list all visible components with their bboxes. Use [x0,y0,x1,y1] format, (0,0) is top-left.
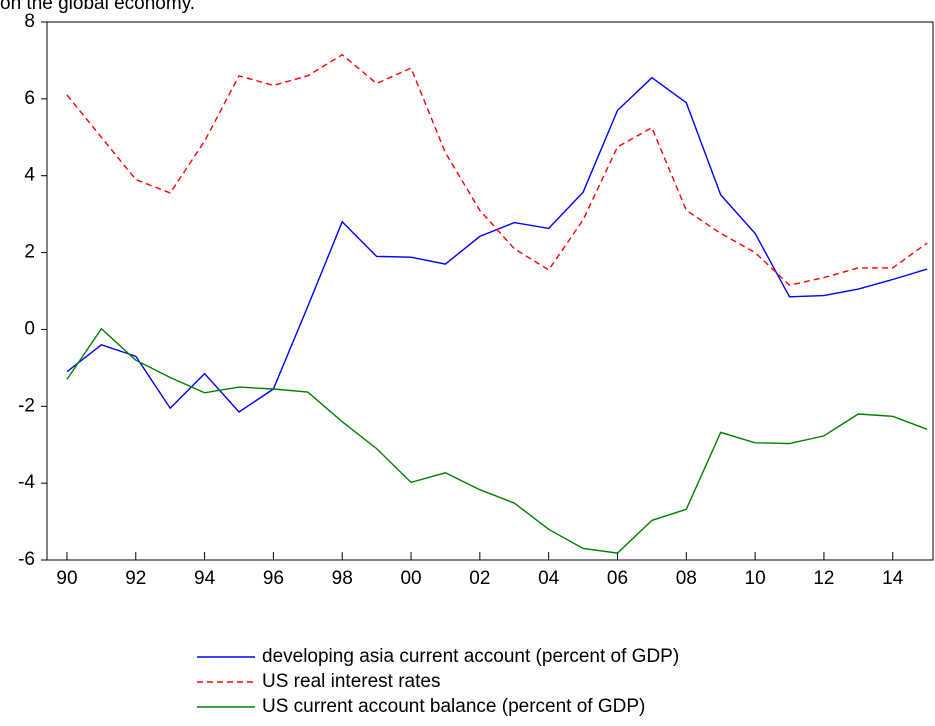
x-tick-label: 14 [882,568,904,589]
x-tick-label: 06 [607,568,628,589]
y-tick-label: 6 [24,88,35,109]
legend-label: developing asia current account (percent… [262,646,679,667]
y-tick-label: -4 [18,472,35,493]
x-tick-label: 98 [332,568,353,589]
x-tick-label: 92 [125,568,146,589]
x-tick-label: 12 [813,568,834,589]
x-tick-label: 94 [194,568,216,589]
x-tick-label: 96 [263,568,284,589]
series-line [66,53,928,286]
x-tick-label: 08 [676,568,697,589]
plot-frame [46,21,934,561]
x-tick-label: 02 [469,568,490,589]
y-tick-label: 2 [24,242,35,263]
x-tick-label: 04 [538,568,560,589]
legend-label: US current account balance (percent of G… [262,696,645,717]
series-line [66,327,928,554]
y-tick-label: 0 [24,318,35,339]
y-tick-label: 8 [24,11,35,32]
y-tick-label: 4 [24,165,35,186]
y-tick-label: -6 [18,549,35,570]
annotation: on the global economy. [0,0,195,14]
y-tick-label: -2 [18,395,35,416]
series-line [66,76,928,413]
x-tick-label: 90 [56,568,77,589]
legend-label: US real interest rates [262,671,440,692]
x-tick-label: 00 [400,568,421,589]
x-tick-label: 10 [745,568,766,589]
